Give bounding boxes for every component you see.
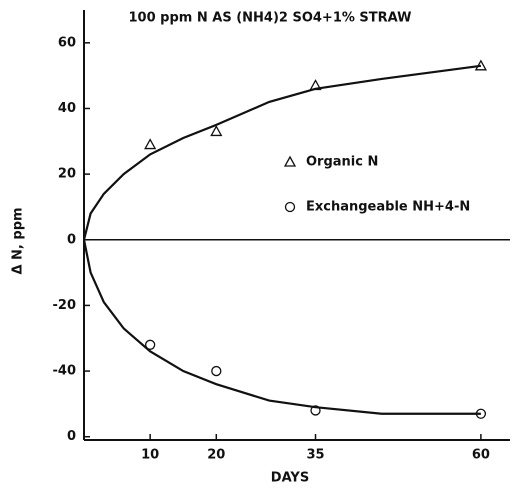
y-tick-label: 20 <box>58 167 76 182</box>
y-tick-label: 40 <box>58 101 76 116</box>
circle-marker <box>144 339 156 350</box>
x-axis-label: DAYS <box>271 471 309 486</box>
x-tick-label: 20 <box>207 448 225 463</box>
triangle-marker <box>144 138 157 150</box>
circle-marker <box>211 365 222 377</box>
legend-label: Organic N <box>306 155 378 170</box>
chart-title: 100 ppm N AS (NH4)2 SO4+1% STRAW <box>129 11 412 26</box>
triangle-marker <box>210 125 223 137</box>
x-tick-label: 35 <box>306 448 324 463</box>
legend-label: Exchangeable NH+4-N <box>306 200 470 215</box>
y-tick-label: 0 <box>67 429 76 444</box>
y-tick-label: -40 <box>53 364 77 379</box>
triangle-marker <box>309 79 322 91</box>
circle-marker <box>475 408 487 419</box>
triangle-marker <box>283 155 297 167</box>
fit-curve <box>82 64 482 241</box>
circle-marker <box>310 405 321 416</box>
y-tick-label: 0 <box>67 232 76 247</box>
x-tick-label: 60 <box>472 448 490 463</box>
y-tick-label: -20 <box>53 298 77 313</box>
fit-curve <box>82 239 481 415</box>
y-axis-label: Δ N, ppm <box>11 207 26 274</box>
triangle-marker <box>474 59 487 71</box>
circle-marker <box>284 201 296 213</box>
y-tick-label: 60 <box>58 35 76 50</box>
x-tick-label: 10 <box>141 448 159 463</box>
